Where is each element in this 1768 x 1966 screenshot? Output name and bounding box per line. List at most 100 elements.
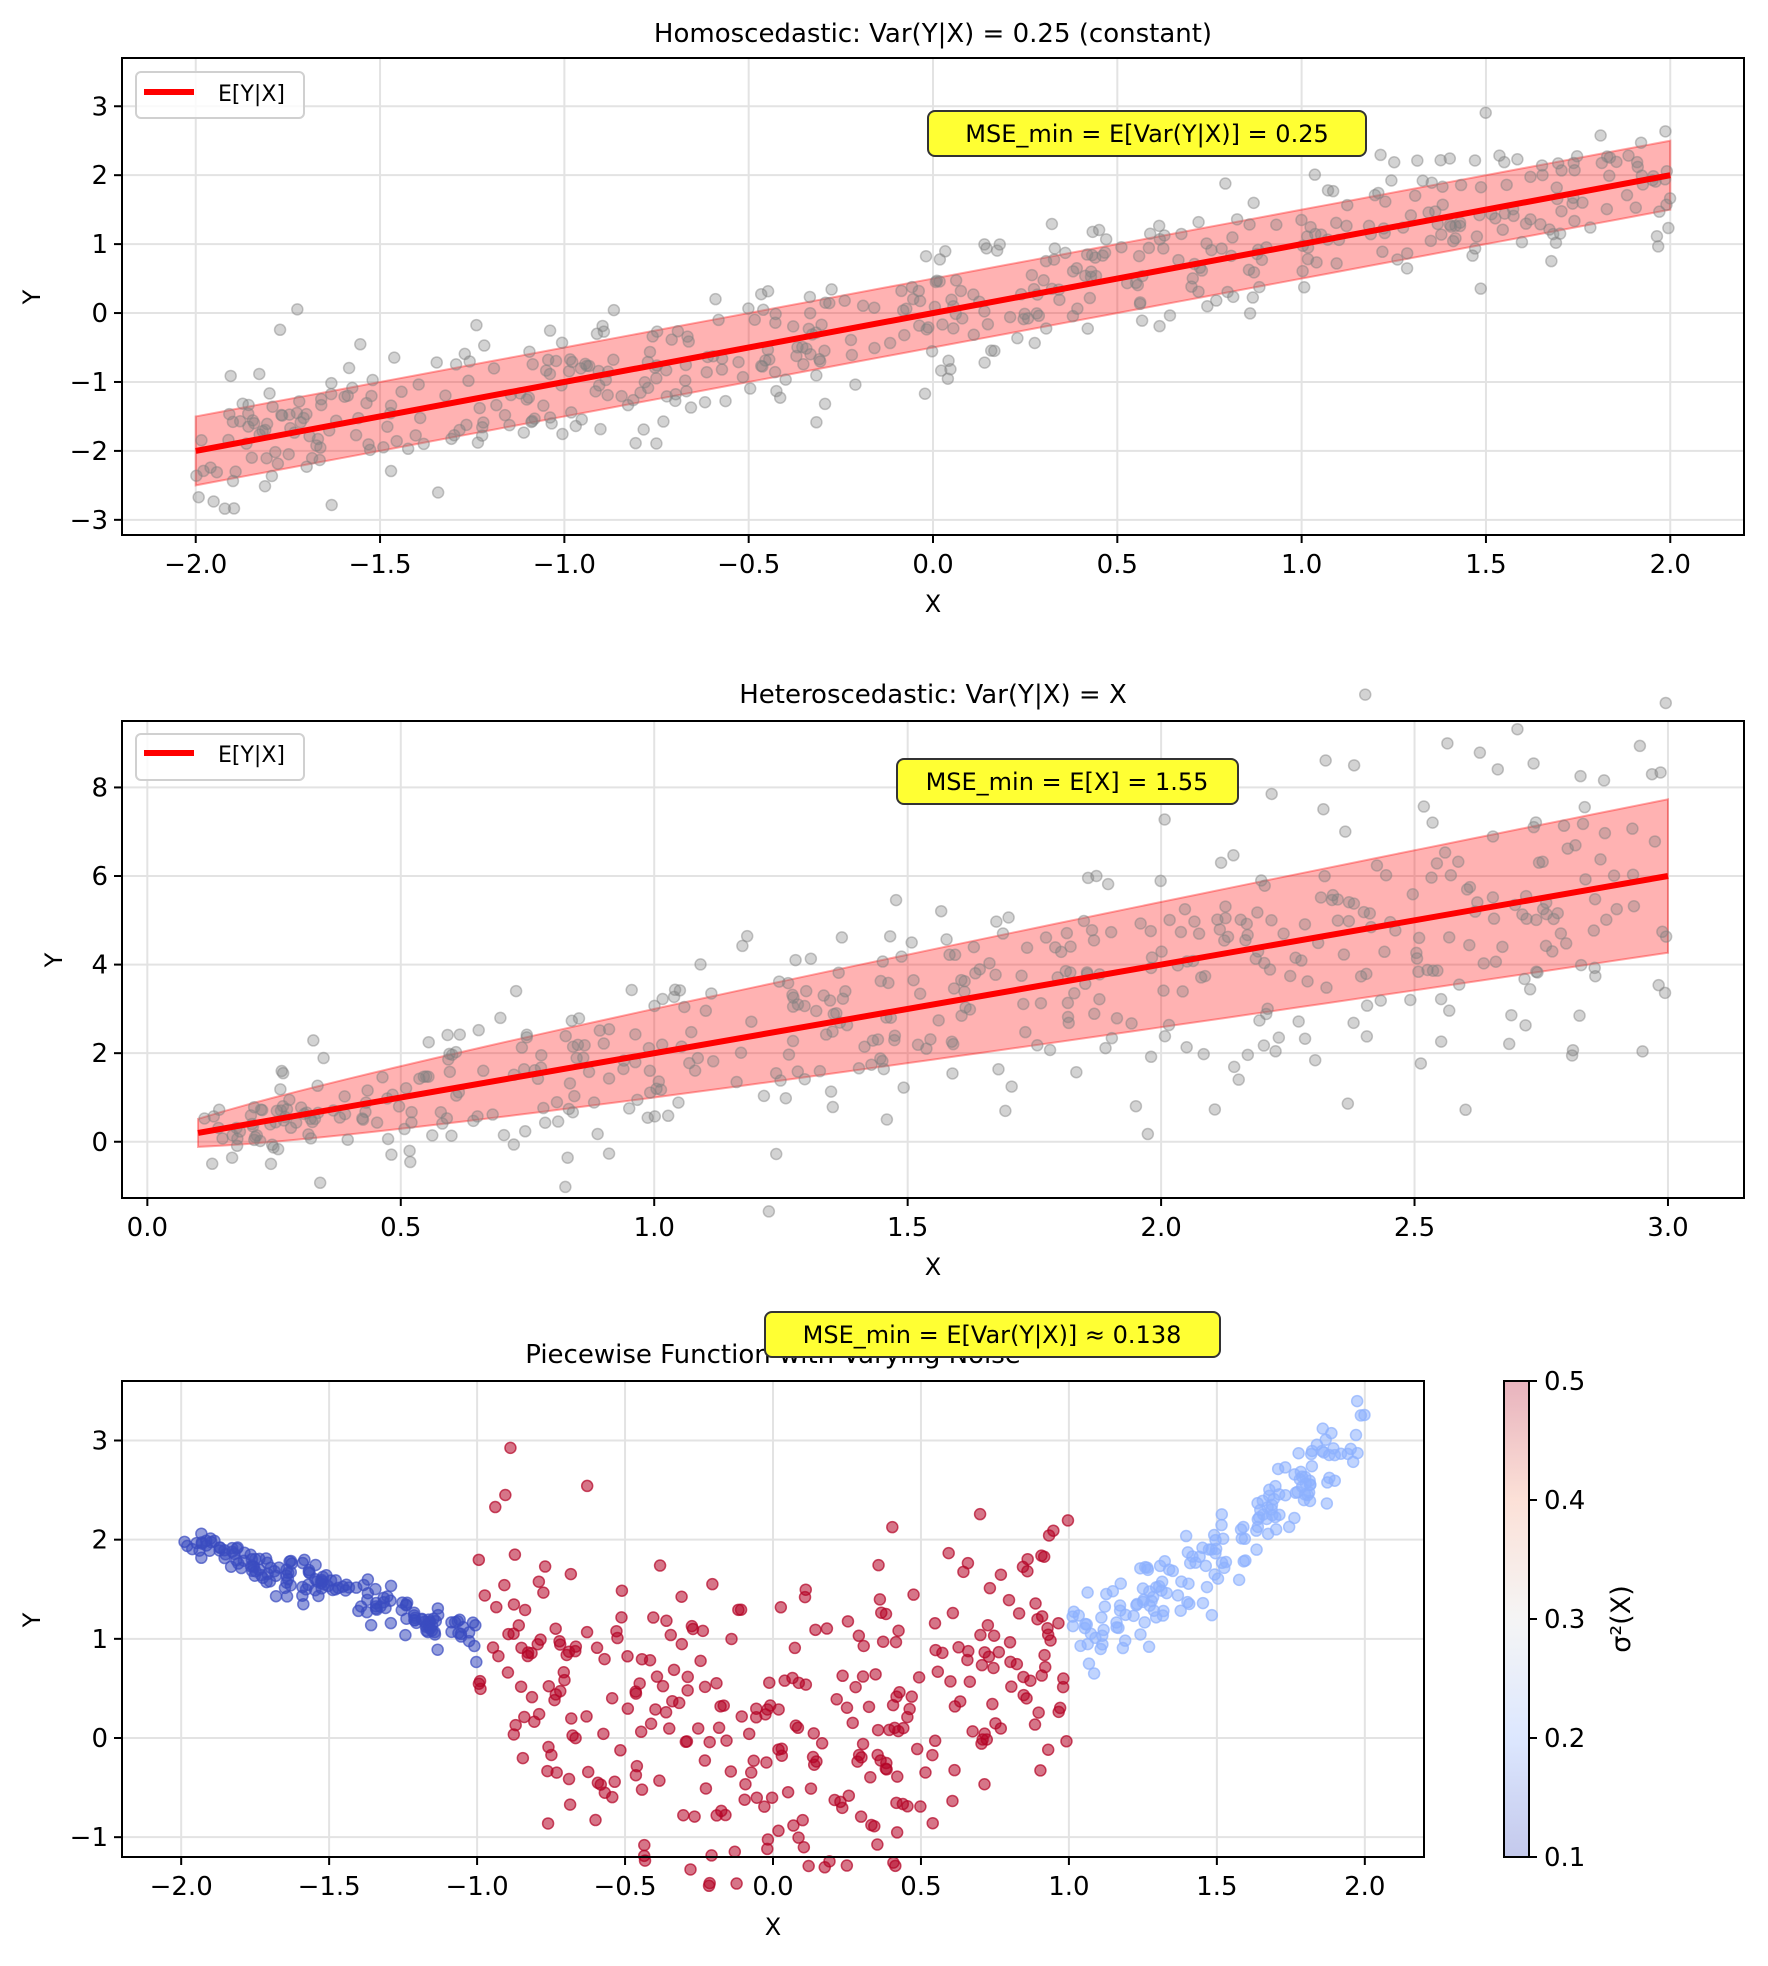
scatter-point — [197, 464, 210, 478]
scatter-point — [987, 1629, 1001, 1642]
scatter-point — [1629, 201, 1643, 214]
scatter-point — [765, 1791, 779, 1804]
scatter-point — [1308, 1053, 1322, 1067]
scatter-point — [786, 320, 800, 333]
scatter-point — [1158, 813, 1171, 826]
annotation-box: MSE_min = E[X] = 1.55 — [896, 758, 1239, 805]
scatter-point — [791, 341, 804, 354]
scatter-point — [1134, 1628, 1147, 1641]
scatter-point — [1194, 971, 1208, 984]
scatter-point — [1226, 290, 1240, 304]
scatter-point — [1152, 219, 1166, 233]
scatter-point — [1298, 1032, 1312, 1045]
scatter-point — [218, 1551, 231, 1565]
scatter-point — [605, 1691, 619, 1705]
scatter-point — [1650, 230, 1664, 243]
scatter-point — [1219, 900, 1232, 913]
scatter-point — [1105, 1031, 1119, 1045]
scatter-point — [1261, 1527, 1275, 1541]
scatter-point — [269, 445, 282, 459]
scatter-point — [1035, 1549, 1048, 1562]
scatter-point — [1662, 221, 1675, 235]
scatter-point — [260, 417, 274, 431]
scatter-point — [883, 336, 897, 350]
scatter-point — [1342, 896, 1356, 909]
x-tick-label: −2.0 — [164, 550, 227, 580]
scatter-point — [1250, 1543, 1263, 1556]
scatter-point — [1066, 309, 1080, 323]
scatter-point — [497, 1128, 511, 1142]
scatter-point — [218, 502, 232, 515]
scatter-point — [1603, 151, 1617, 164]
scatter-point — [615, 1611, 628, 1624]
scatter-point — [696, 1624, 710, 1638]
scatter-point — [947, 322, 960, 335]
scatter-point — [730, 1877, 743, 1890]
scatter-point — [1101, 877, 1115, 891]
scatter-point — [988, 344, 1001, 358]
scatter-point — [649, 1703, 662, 1716]
scatter-point — [667, 1663, 681, 1677]
scatter-point — [231, 1132, 244, 1146]
scatter-point — [646, 330, 659, 343]
scatter-point — [518, 1710, 531, 1724]
scatter-point — [1301, 252, 1315, 266]
scatter-point — [720, 1734, 733, 1747]
scatter-point — [637, 423, 650, 436]
scatter-point — [791, 1721, 805, 1735]
scatter-point — [522, 391, 536, 404]
scatter-point — [236, 397, 249, 410]
scatter-point — [1041, 1628, 1055, 1641]
scatter-point — [594, 1778, 607, 1791]
scatter-point — [507, 1598, 521, 1611]
x-tick-label: 1.0 — [1048, 1872, 1089, 1902]
scatter-point — [760, 1756, 773, 1769]
scatter-point — [1145, 951, 1159, 964]
scatter-point — [802, 1859, 815, 1873]
scatter-point — [476, 421, 489, 434]
scatter-point — [974, 1628, 987, 1642]
scatter-point — [596, 319, 609, 333]
scatter-point — [907, 973, 920, 987]
scatter-point — [876, 1054, 889, 1068]
scatter-point — [1004, 1655, 1017, 1669]
scatter-point — [1654, 766, 1667, 779]
scatter-point — [763, 1676, 776, 1689]
scatter-point — [281, 1566, 295, 1580]
scatter-point — [1176, 985, 1189, 998]
scatter-point — [757, 303, 770, 317]
scatter-point — [325, 376, 338, 390]
scatter-point — [874, 974, 888, 988]
scatter-point — [888, 1721, 901, 1735]
scatter-point — [706, 1055, 720, 1068]
scatter-point — [1622, 149, 1635, 162]
scatter-point — [643, 345, 657, 359]
scatter-point — [836, 1669, 849, 1683]
scatter-point — [813, 352, 826, 366]
scatter-point — [1255, 253, 1269, 267]
scatter-point — [1077, 914, 1091, 928]
scatter-point — [869, 1668, 882, 1681]
scatter-point — [650, 325, 664, 338]
scatter-point — [698, 395, 712, 409]
scatter-point — [543, 367, 557, 381]
scatter-point — [762, 1205, 776, 1218]
grid — [122, 1381, 1424, 1857]
scatter-point — [395, 1603, 409, 1617]
scatter-point — [1295, 213, 1308, 227]
scatter-point — [855, 1751, 868, 1764]
scatter-point — [698, 1680, 712, 1694]
scatter-point — [1477, 957, 1490, 970]
scatter-point — [1540, 907, 1553, 921]
scatter-point — [1631, 160, 1645, 174]
scatter-point — [471, 1110, 484, 1123]
scatter-point — [1473, 746, 1487, 759]
scatter-point — [1215, 242, 1228, 255]
homoscedastic-panel: Homoscedastic: Var(Y|X) = 0.25 (constant… — [18, 19, 1745, 618]
scatter-point — [678, 1000, 691, 1014]
scatter-point — [1179, 1529, 1193, 1543]
axes-frame — [121, 720, 1745, 1199]
scatter-point — [1267, 1492, 1281, 1506]
scatter-point — [1474, 282, 1488, 295]
scatter-point — [871, 1033, 885, 1046]
